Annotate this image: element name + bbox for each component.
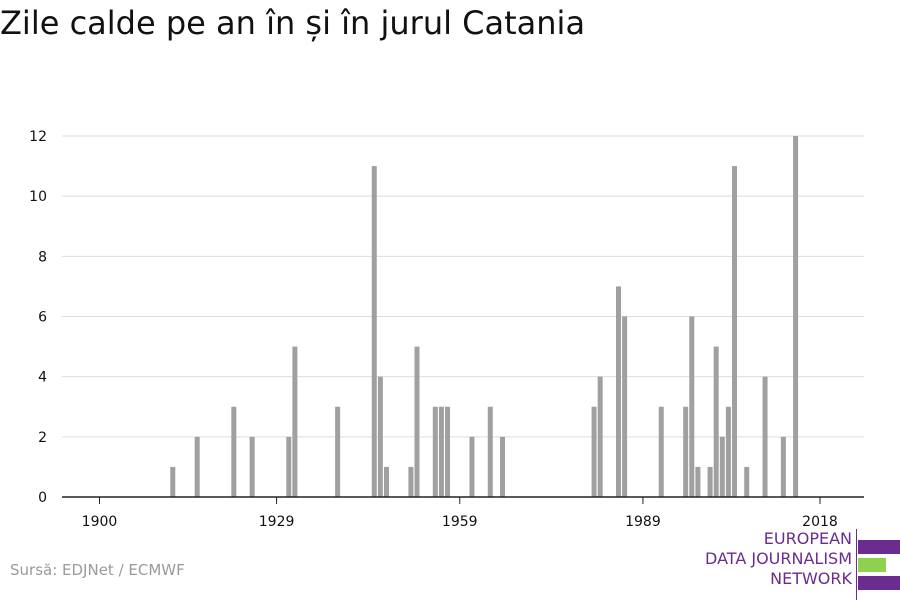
axes: 0 2 4 6 8 10 12 1900 1929 1959 1989 2018	[29, 129, 864, 530]
bar-1982	[597, 376, 603, 497]
x-tick-label: 1900	[82, 514, 118, 530]
bar-1925	[249, 436, 255, 497]
edjnet-logo: EUROPEAN DATA JOURNALISM NETWORK	[700, 529, 900, 600]
logo-line-2: DATA JOURNALISM	[705, 549, 852, 568]
bar-2004	[732, 166, 738, 498]
bar-1916	[194, 436, 200, 497]
bar-1992	[658, 406, 664, 497]
bars	[170, 136, 799, 498]
y-tick-label: 12	[29, 129, 47, 145]
y-tick-label: 10	[29, 189, 47, 205]
bar-1986	[622, 316, 628, 497]
bar-1932	[292, 346, 298, 497]
x-tick-label: 1929	[259, 514, 295, 530]
logo-divider	[856, 529, 857, 600]
y-tick-label: 8	[38, 249, 47, 265]
bar-2014	[793, 136, 799, 497]
bar-1966	[499, 436, 505, 497]
bar-1912	[170, 466, 176, 497]
bar-2012	[780, 436, 786, 497]
bar-1955	[432, 406, 438, 497]
y-tick-label: 0	[38, 490, 47, 506]
y-tick-label: 2	[38, 430, 47, 446]
logo-bar-top	[858, 540, 900, 554]
bar-1981	[591, 406, 597, 497]
bar-1952	[414, 346, 420, 497]
source-note: Sursă: EDJNet / ECMWF	[10, 561, 185, 579]
chart-title: Zile calde pe an în și în jurul Catania	[0, 4, 586, 42]
bar-2009	[762, 376, 768, 497]
bar-1964	[487, 406, 493, 497]
x-tick-label: 1989	[625, 514, 661, 530]
x-tick-label: 2018	[802, 514, 838, 530]
x-tick-label: 1959	[442, 514, 478, 530]
logo-text: EUROPEAN DATA JOURNALISM NETWORK	[705, 529, 852, 589]
bar-2003	[725, 406, 731, 497]
bar-1956	[438, 406, 444, 497]
bar-1922	[231, 406, 237, 497]
bar-1961	[469, 436, 475, 497]
bar-1998	[695, 466, 701, 497]
logo-bar-bottom	[858, 576, 900, 590]
bar-1931	[286, 436, 292, 497]
bar-1996	[683, 406, 689, 497]
bar-1997	[689, 316, 695, 497]
bar-1985	[616, 286, 622, 497]
bar-1951	[408, 466, 414, 497]
logo-line-1: EUROPEAN	[763, 529, 852, 548]
y-tick-label: 4	[38, 370, 47, 386]
bar-2000	[707, 466, 713, 497]
bar-1945	[371, 166, 377, 498]
bar-1947	[383, 466, 389, 497]
logo-line-3: NETWORK	[770, 569, 852, 588]
bar-2002	[719, 436, 725, 497]
y-tick-label: 6	[38, 310, 47, 326]
bar-1939	[335, 406, 341, 497]
bar-1946	[377, 376, 383, 497]
bar-2001	[713, 346, 719, 497]
bar-1957	[445, 406, 451, 497]
logo-bar-middle	[858, 558, 886, 572]
bar-2006	[744, 466, 750, 497]
grid-lines	[62, 135, 864, 438]
